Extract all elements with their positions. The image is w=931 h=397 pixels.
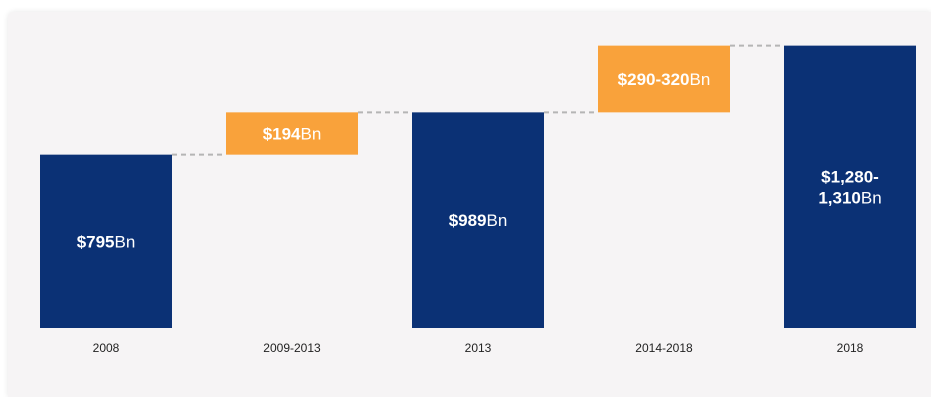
x-tick-label: 2018: [837, 341, 864, 355]
bar-value-label: $194Bn: [263, 125, 322, 144]
x-tick-label: 2013: [465, 341, 492, 355]
bar-2008: [40, 154, 172, 328]
bar-value-label: $1,280-: [821, 167, 879, 186]
bar-value-label: 1,310Bn: [818, 188, 881, 207]
x-tick-label: 2009-2013: [263, 341, 321, 355]
bar-value-label: $795Bn: [77, 232, 136, 251]
bar-2018: [784, 45, 916, 328]
chart-card: $795Bn 2008 $194Bn 2009-2013 $989Bn 2013 $290-…: [8, 12, 931, 397]
bar-2009-2013: [226, 112, 358, 155]
x-tick-label: 2014-2018: [635, 341, 693, 355]
bar-2013: [412, 112, 544, 328]
waterfall-chart: $795Bn 2008 $194Bn 2009-2013 $989Bn 2013 $290-…: [40, 44, 916, 355]
bar-value-label: $290-320Bn: [618, 70, 711, 89]
bar-value-label: $989Bn: [449, 211, 508, 230]
bar-2014-2018: [598, 45, 730, 113]
x-tick-label: 2008: [93, 341, 120, 355]
